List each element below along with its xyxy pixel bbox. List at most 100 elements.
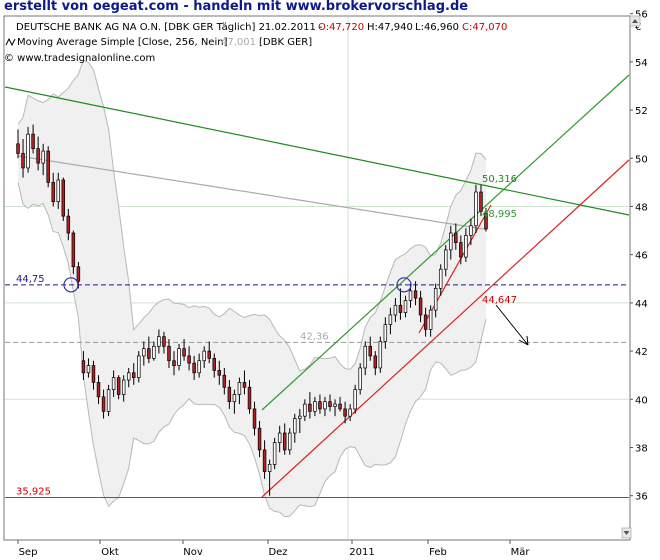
x-tick-label: Feb (429, 547, 447, 558)
candle (31, 124, 35, 154)
candle-body-down (91, 365, 96, 383)
candle-body-up (111, 377, 116, 391)
candle-body-down (418, 297, 423, 316)
header-close: C:47,070 (462, 22, 507, 33)
y-tick-label: 54 (635, 58, 648, 69)
candle (96, 375, 101, 405)
candle (36, 136, 40, 171)
candle (217, 360, 222, 385)
y-tick-label: € (635, 22, 641, 33)
candle (126, 367, 131, 388)
candle (66, 208, 71, 241)
candle (51, 172, 55, 207)
candle-body-up (303, 403, 307, 417)
candle-body-down (187, 355, 191, 364)
projection-arrow-line (495, 304, 529, 346)
y-tick-label: 56 (635, 10, 648, 21)
candle-body-down (318, 401, 322, 410)
candle-body-down (413, 290, 418, 299)
candle (313, 396, 317, 417)
x-tick-label: Okt (101, 547, 119, 558)
candle-body-up (323, 401, 327, 410)
candle-body-up (378, 341, 383, 369)
candle-body-up (197, 360, 201, 374)
level-label-42-36: 42,36 (300, 331, 329, 342)
candle-body-down (252, 408, 257, 429)
candle (106, 384, 111, 417)
y-tick-label: 44 (635, 299, 648, 310)
candle-body-up (293, 418, 297, 434)
candle-body-down (398, 304, 403, 313)
candle (323, 396, 327, 417)
candle (142, 341, 146, 366)
candle-body-up (449, 232, 453, 251)
candle-body-down (282, 432, 287, 451)
candle (464, 228, 468, 262)
candle-body-down (479, 191, 483, 212)
candle-body-down (182, 348, 186, 357)
candle (167, 339, 171, 368)
candle (454, 223, 458, 250)
candle (363, 341, 367, 376)
candle (41, 143, 45, 176)
candle (237, 377, 242, 405)
candle (16, 129, 20, 159)
candle-body-up (298, 415, 302, 419)
candles (16, 124, 488, 496)
header-low: L:46,960 (415, 22, 459, 33)
y-tick-label: 52 (635, 106, 648, 117)
axes: €585654525048464442403836SepOktNovDez201… (17, 10, 648, 558)
candle-body-up (348, 408, 352, 417)
candle (353, 384, 357, 414)
uptrend-support-line (261, 159, 630, 498)
candle-body-down (71, 232, 76, 268)
candle-body-down (192, 362, 196, 374)
candle-body-down (31, 133, 35, 150)
candle-body-up (177, 348, 181, 366)
candle (469, 218, 473, 246)
candle (449, 225, 453, 260)
candle (413, 281, 418, 306)
candle (132, 363, 136, 385)
scroll-down-icon (623, 531, 630, 535)
candle-body-up (438, 268, 443, 289)
candle (383, 317, 388, 349)
candle-body-down (51, 182, 55, 203)
candle-body-up (237, 382, 242, 395)
candle-body-up (157, 336, 161, 347)
marker-circle-right (396, 277, 412, 293)
candle (232, 389, 237, 414)
candle (272, 437, 277, 470)
candle (207, 341, 211, 364)
candle-body-up (121, 379, 126, 395)
candle-body-down (167, 345, 171, 362)
candle (157, 329, 161, 354)
candle-body-down (21, 153, 25, 169)
candle-body-down (132, 372, 136, 378)
level-label-44-75: 44,75 (16, 274, 45, 285)
y-tick-label: 38 (635, 443, 648, 454)
candle-body-down (162, 336, 166, 347)
candle-body-up (388, 314, 393, 325)
candle-body-up (142, 348, 146, 357)
candle (227, 380, 232, 409)
candle-body-up (403, 300, 408, 313)
candle (373, 351, 378, 376)
candle (177, 343, 181, 371)
candle-body-down (338, 403, 342, 410)
candle (333, 399, 337, 417)
candle-body-down (242, 382, 247, 388)
candle-body-down (116, 377, 121, 395)
candle (222, 367, 227, 395)
candle-body-up (106, 389, 111, 412)
candle (21, 139, 25, 178)
candle (444, 245, 448, 277)
annotations: 44,75 42,36 35,925 50,316 48,995 44,647 (16, 174, 529, 498)
candle-body-up (428, 309, 433, 330)
level-label-35-925: 35,925 (16, 487, 51, 498)
downtrend-line (4, 86, 630, 216)
promo-banner[interactable]: erstellt von oegeat.com - handeln mit ww… (4, 0, 469, 14)
candle (398, 288, 403, 320)
candle (282, 423, 287, 455)
